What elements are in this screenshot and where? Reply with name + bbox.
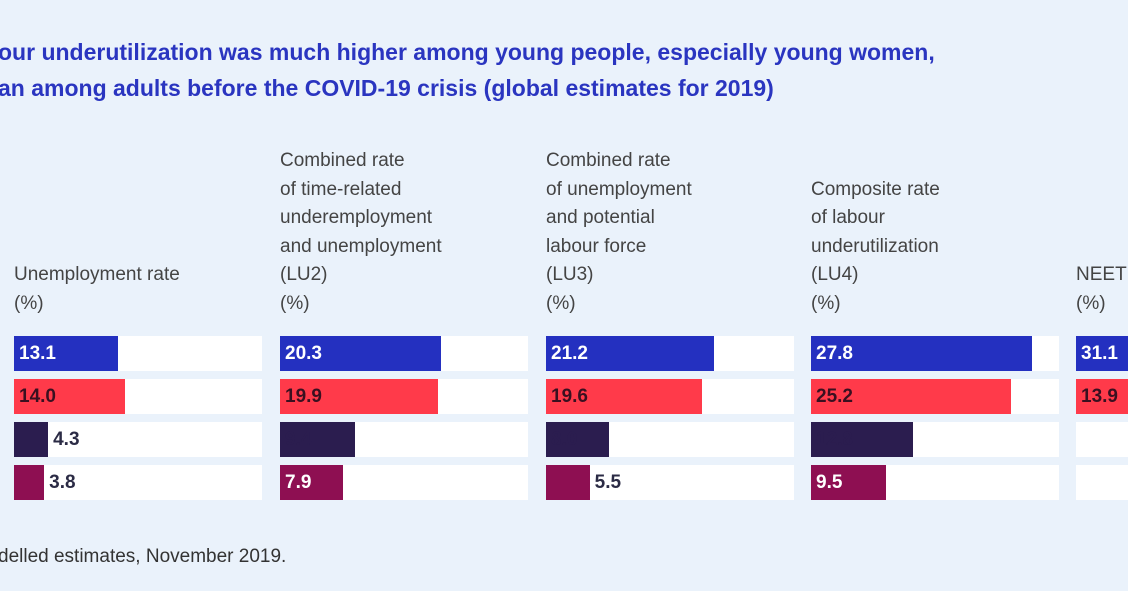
bar-track: 14.0 bbox=[14, 379, 262, 414]
panel-1: Unemployment rate (%) bbox=[14, 140, 262, 318]
panel-3: Combined rate of unemployment and potent… bbox=[546, 140, 794, 318]
bar-track: 4.3 bbox=[14, 422, 262, 457]
panel-header: Combined rate of time-related underemplo… bbox=[280, 150, 442, 314]
data-label: 25.2 bbox=[816, 386, 853, 407]
data-label: 12.8 bbox=[816, 429, 853, 450]
bar bbox=[280, 422, 355, 457]
bar bbox=[546, 422, 610, 457]
bar-track: 9.4 bbox=[280, 422, 528, 457]
data-label: 4.3 bbox=[53, 429, 80, 450]
bar bbox=[1076, 379, 1128, 414]
data-label: 20.3 bbox=[285, 343, 322, 364]
bar-track bbox=[1076, 422, 1128, 457]
data-label: 8.0 bbox=[551, 429, 578, 450]
panel-2: Combined rate of time-related underemplo… bbox=[280, 140, 528, 318]
bar-track: 13.9 bbox=[1076, 379, 1128, 414]
panel-header: Unemployment rate (%) bbox=[14, 264, 180, 314]
bar-track: 5.5 bbox=[546, 465, 794, 500]
bar-track: 19.9 bbox=[280, 379, 528, 414]
bar bbox=[811, 422, 913, 457]
bar-track: 12.8 bbox=[811, 422, 1059, 457]
data-label: 31.1 bbox=[1081, 343, 1118, 364]
bar bbox=[811, 379, 1011, 414]
data-label: 19.9 bbox=[285, 386, 322, 407]
bar-track: 27.8 bbox=[811, 336, 1059, 371]
bar-track: 21.2 bbox=[546, 336, 794, 371]
bar bbox=[14, 379, 126, 414]
data-label: 21.2 bbox=[551, 343, 588, 364]
bar-track: 31.1 bbox=[1076, 336, 1128, 371]
bar-track: 20.3 bbox=[280, 336, 528, 371]
panel-header: Composite rate of labour underutilizatio… bbox=[811, 178, 940, 314]
bar-track: 8.0 bbox=[546, 422, 794, 457]
bar bbox=[546, 465, 590, 500]
data-label: 7.9 bbox=[285, 472, 312, 493]
bar-track: 9.5 bbox=[811, 465, 1059, 500]
bar bbox=[280, 465, 343, 500]
data-label: 27.8 bbox=[816, 343, 853, 364]
bar bbox=[14, 336, 118, 371]
bar-track: 19.6 bbox=[546, 379, 794, 414]
data-label: 14.0 bbox=[19, 386, 56, 407]
data-label: 5.5 bbox=[594, 472, 622, 493]
data-label: 19.6 bbox=[551, 386, 588, 407]
data-label: 13.1 bbox=[19, 343, 56, 364]
source-note: delled estimates, November 2019. bbox=[0, 546, 287, 567]
bar-track: 13.1 bbox=[14, 336, 262, 371]
title-line-2: an among adults before the COVID-19 cris… bbox=[0, 75, 774, 101]
bar bbox=[14, 465, 45, 500]
title-line-1: our underutilization was much higher amo… bbox=[0, 39, 935, 65]
bar bbox=[280, 379, 438, 414]
data-label: 3.8 bbox=[49, 472, 76, 493]
bar bbox=[280, 336, 442, 371]
data-label: 9.4 bbox=[285, 429, 312, 450]
bar-track: 25.2 bbox=[811, 379, 1059, 414]
bar-track: 3.8 bbox=[14, 465, 262, 500]
bar bbox=[811, 336, 1032, 371]
chart-title: our underutilization was much higher amo… bbox=[0, 34, 935, 106]
bar bbox=[546, 379, 702, 414]
bar bbox=[14, 422, 49, 457]
bar bbox=[1076, 336, 1128, 371]
bar bbox=[546, 336, 715, 371]
data-label: 13.9 bbox=[1081, 386, 1118, 407]
panel-header: NEET (%) bbox=[1076, 264, 1127, 314]
panel-4: Composite rate of labour underutilizatio… bbox=[811, 140, 1059, 318]
panel-header: Combined rate of unemployment and potent… bbox=[546, 150, 692, 314]
bar bbox=[811, 465, 887, 500]
data-label: 9.5 bbox=[816, 472, 843, 493]
bar-track bbox=[1076, 465, 1128, 500]
bar-track: 7.9 bbox=[280, 465, 528, 500]
panel-5: NEET (%) bbox=[1076, 140, 1128, 318]
